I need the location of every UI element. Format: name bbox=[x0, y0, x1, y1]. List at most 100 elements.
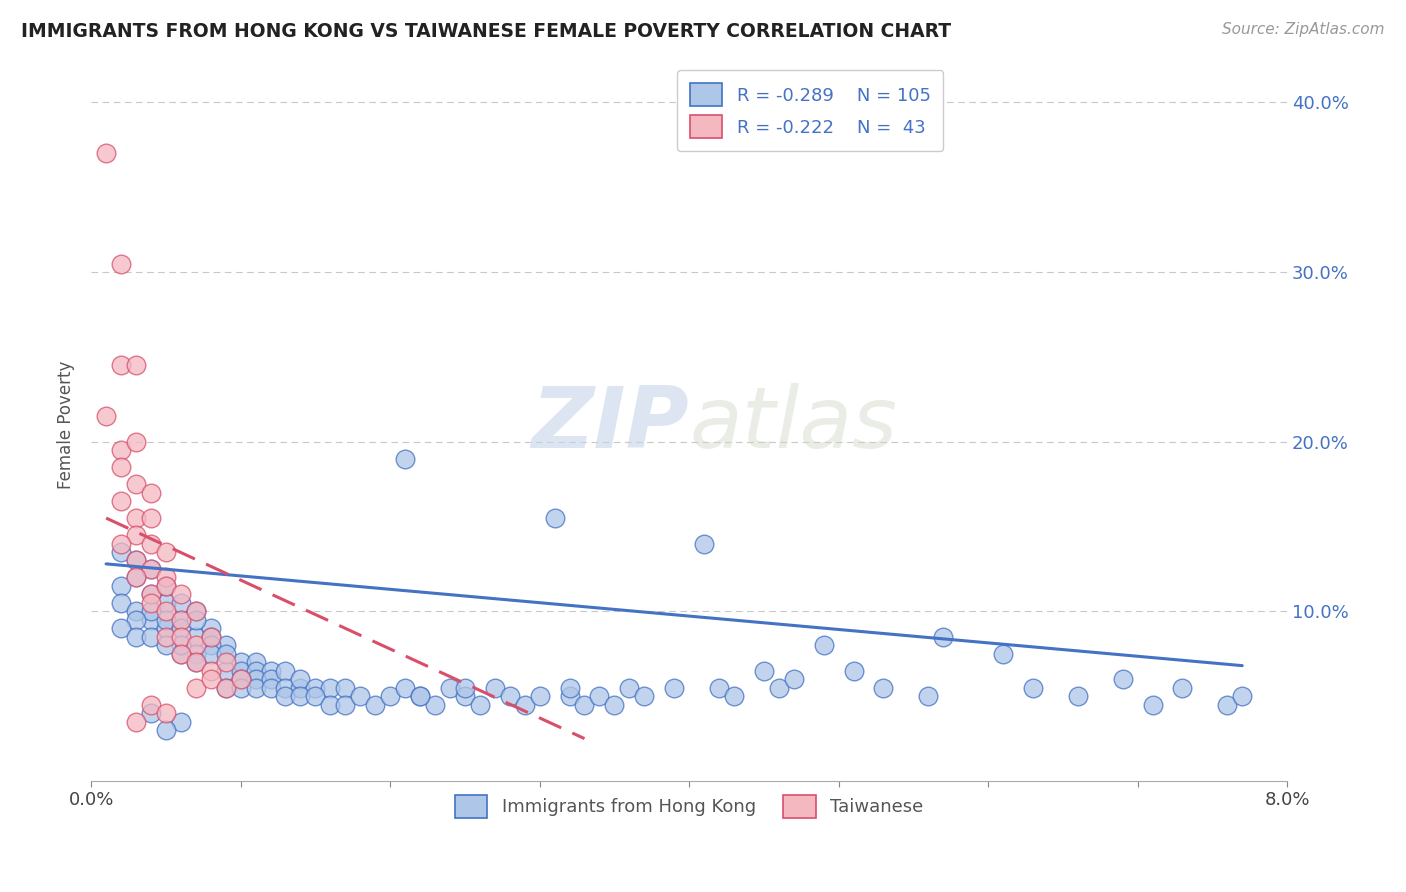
Point bbox=[229, 664, 252, 678]
Point bbox=[1216, 698, 1239, 712]
Point bbox=[139, 630, 162, 644]
Point bbox=[768, 681, 790, 695]
Point bbox=[184, 613, 207, 627]
Point bbox=[170, 596, 193, 610]
Point bbox=[917, 689, 939, 703]
Point bbox=[110, 257, 132, 271]
Point bbox=[290, 672, 312, 686]
Point bbox=[170, 621, 193, 635]
Text: Source: ZipAtlas.com: Source: ZipAtlas.com bbox=[1222, 22, 1385, 37]
Point bbox=[335, 698, 357, 712]
Point bbox=[110, 621, 132, 635]
Point bbox=[125, 570, 148, 584]
Point bbox=[229, 672, 252, 686]
Point bbox=[229, 672, 252, 686]
Point bbox=[543, 511, 565, 525]
Point bbox=[229, 681, 252, 695]
Point bbox=[139, 587, 162, 601]
Point bbox=[1022, 681, 1045, 695]
Point bbox=[1111, 672, 1133, 686]
Point bbox=[484, 681, 506, 695]
Point bbox=[155, 579, 177, 593]
Point bbox=[184, 604, 207, 618]
Point bbox=[184, 647, 207, 661]
Point bbox=[184, 638, 207, 652]
Point bbox=[139, 536, 162, 550]
Point bbox=[454, 689, 477, 703]
Point bbox=[215, 647, 238, 661]
Point bbox=[139, 613, 162, 627]
Y-axis label: Female Poverty: Female Poverty bbox=[58, 360, 75, 489]
Point bbox=[170, 638, 193, 652]
Point bbox=[394, 681, 416, 695]
Point bbox=[245, 681, 267, 695]
Point bbox=[170, 613, 193, 627]
Point bbox=[200, 664, 222, 678]
Point bbox=[110, 596, 132, 610]
Point bbox=[125, 613, 148, 627]
Point bbox=[170, 714, 193, 729]
Point bbox=[1067, 689, 1090, 703]
Point bbox=[259, 664, 281, 678]
Point bbox=[991, 647, 1014, 661]
Point bbox=[155, 579, 177, 593]
Point bbox=[184, 681, 207, 695]
Point bbox=[259, 672, 281, 686]
Point bbox=[155, 630, 177, 644]
Point bbox=[378, 689, 401, 703]
Point bbox=[319, 681, 342, 695]
Point bbox=[110, 443, 132, 458]
Point bbox=[139, 562, 162, 576]
Point bbox=[125, 714, 148, 729]
Point bbox=[259, 681, 281, 695]
Point bbox=[94, 409, 117, 424]
Point bbox=[125, 359, 148, 373]
Point bbox=[454, 681, 477, 695]
Point bbox=[155, 596, 177, 610]
Point bbox=[245, 672, 267, 686]
Point bbox=[155, 723, 177, 738]
Point bbox=[304, 689, 326, 703]
Point bbox=[707, 681, 730, 695]
Point bbox=[409, 689, 432, 703]
Point bbox=[558, 681, 581, 695]
Point bbox=[619, 681, 641, 695]
Legend: Immigrants from Hong Kong, Taiwanese: Immigrants from Hong Kong, Taiwanese bbox=[447, 788, 931, 825]
Point bbox=[170, 630, 193, 644]
Point bbox=[603, 698, 626, 712]
Point bbox=[245, 664, 267, 678]
Point bbox=[364, 698, 387, 712]
Point bbox=[184, 655, 207, 669]
Point bbox=[1142, 698, 1164, 712]
Point bbox=[200, 672, 222, 686]
Point bbox=[423, 698, 446, 712]
Point bbox=[125, 477, 148, 491]
Point bbox=[139, 511, 162, 525]
Point bbox=[110, 494, 132, 508]
Point bbox=[290, 681, 312, 695]
Point bbox=[215, 681, 238, 695]
Point bbox=[200, 630, 222, 644]
Point bbox=[842, 664, 865, 678]
Point bbox=[125, 553, 148, 567]
Point bbox=[200, 621, 222, 635]
Point bbox=[335, 681, 357, 695]
Point bbox=[633, 689, 655, 703]
Point bbox=[693, 536, 716, 550]
Point bbox=[304, 681, 326, 695]
Point bbox=[110, 460, 132, 475]
Point bbox=[662, 681, 685, 695]
Point bbox=[499, 689, 522, 703]
Text: ZIP: ZIP bbox=[531, 384, 689, 467]
Point bbox=[184, 655, 207, 669]
Point bbox=[110, 536, 132, 550]
Point bbox=[139, 587, 162, 601]
Point bbox=[932, 630, 955, 644]
Point bbox=[1232, 689, 1254, 703]
Point bbox=[215, 664, 238, 678]
Point bbox=[139, 596, 162, 610]
Point bbox=[574, 698, 596, 712]
Point bbox=[409, 689, 432, 703]
Point bbox=[139, 562, 162, 576]
Point bbox=[125, 528, 148, 542]
